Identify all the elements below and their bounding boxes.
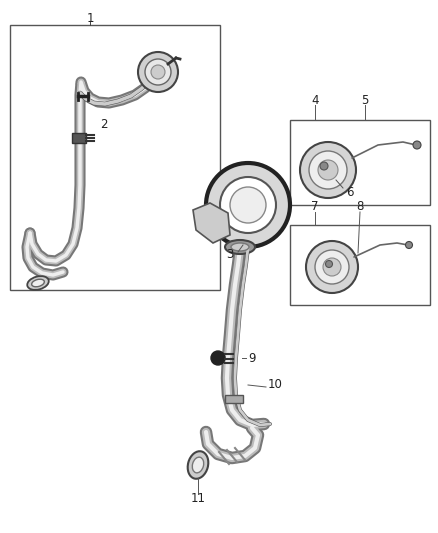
Polygon shape: [193, 203, 230, 243]
Bar: [290, 120, 430, 205]
Circle shape: [151, 65, 165, 79]
Circle shape: [145, 59, 171, 85]
Text: 4: 4: [311, 93, 319, 107]
Text: 5: 5: [361, 93, 369, 107]
Ellipse shape: [32, 279, 44, 287]
Bar: [290, 225, 430, 305]
Circle shape: [300, 142, 356, 198]
Text: 3: 3: [226, 248, 234, 262]
Circle shape: [220, 177, 276, 233]
Text: 11: 11: [191, 491, 205, 505]
Circle shape: [320, 162, 328, 170]
Text: 1: 1: [86, 12, 94, 25]
Circle shape: [230, 187, 266, 223]
Bar: [10, 25, 220, 290]
Circle shape: [318, 160, 338, 180]
Text: 7: 7: [311, 200, 319, 214]
Text: 6: 6: [346, 185, 354, 198]
Circle shape: [138, 52, 178, 92]
Ellipse shape: [27, 276, 49, 290]
Circle shape: [309, 151, 347, 189]
Ellipse shape: [192, 457, 204, 473]
Bar: [72, 133, 86, 143]
Circle shape: [325, 261, 332, 268]
Circle shape: [315, 250, 349, 284]
Circle shape: [206, 163, 290, 247]
Text: 8: 8: [356, 200, 364, 214]
Circle shape: [323, 258, 341, 276]
Circle shape: [211, 351, 225, 365]
Ellipse shape: [188, 451, 208, 479]
Ellipse shape: [231, 243, 249, 251]
Bar: [225, 395, 243, 403]
Text: 2: 2: [100, 118, 107, 132]
Circle shape: [306, 241, 358, 293]
Text: 9: 9: [248, 351, 255, 365]
Ellipse shape: [225, 240, 255, 254]
Text: 10: 10: [268, 378, 283, 392]
Circle shape: [406, 241, 413, 248]
Circle shape: [413, 141, 421, 149]
